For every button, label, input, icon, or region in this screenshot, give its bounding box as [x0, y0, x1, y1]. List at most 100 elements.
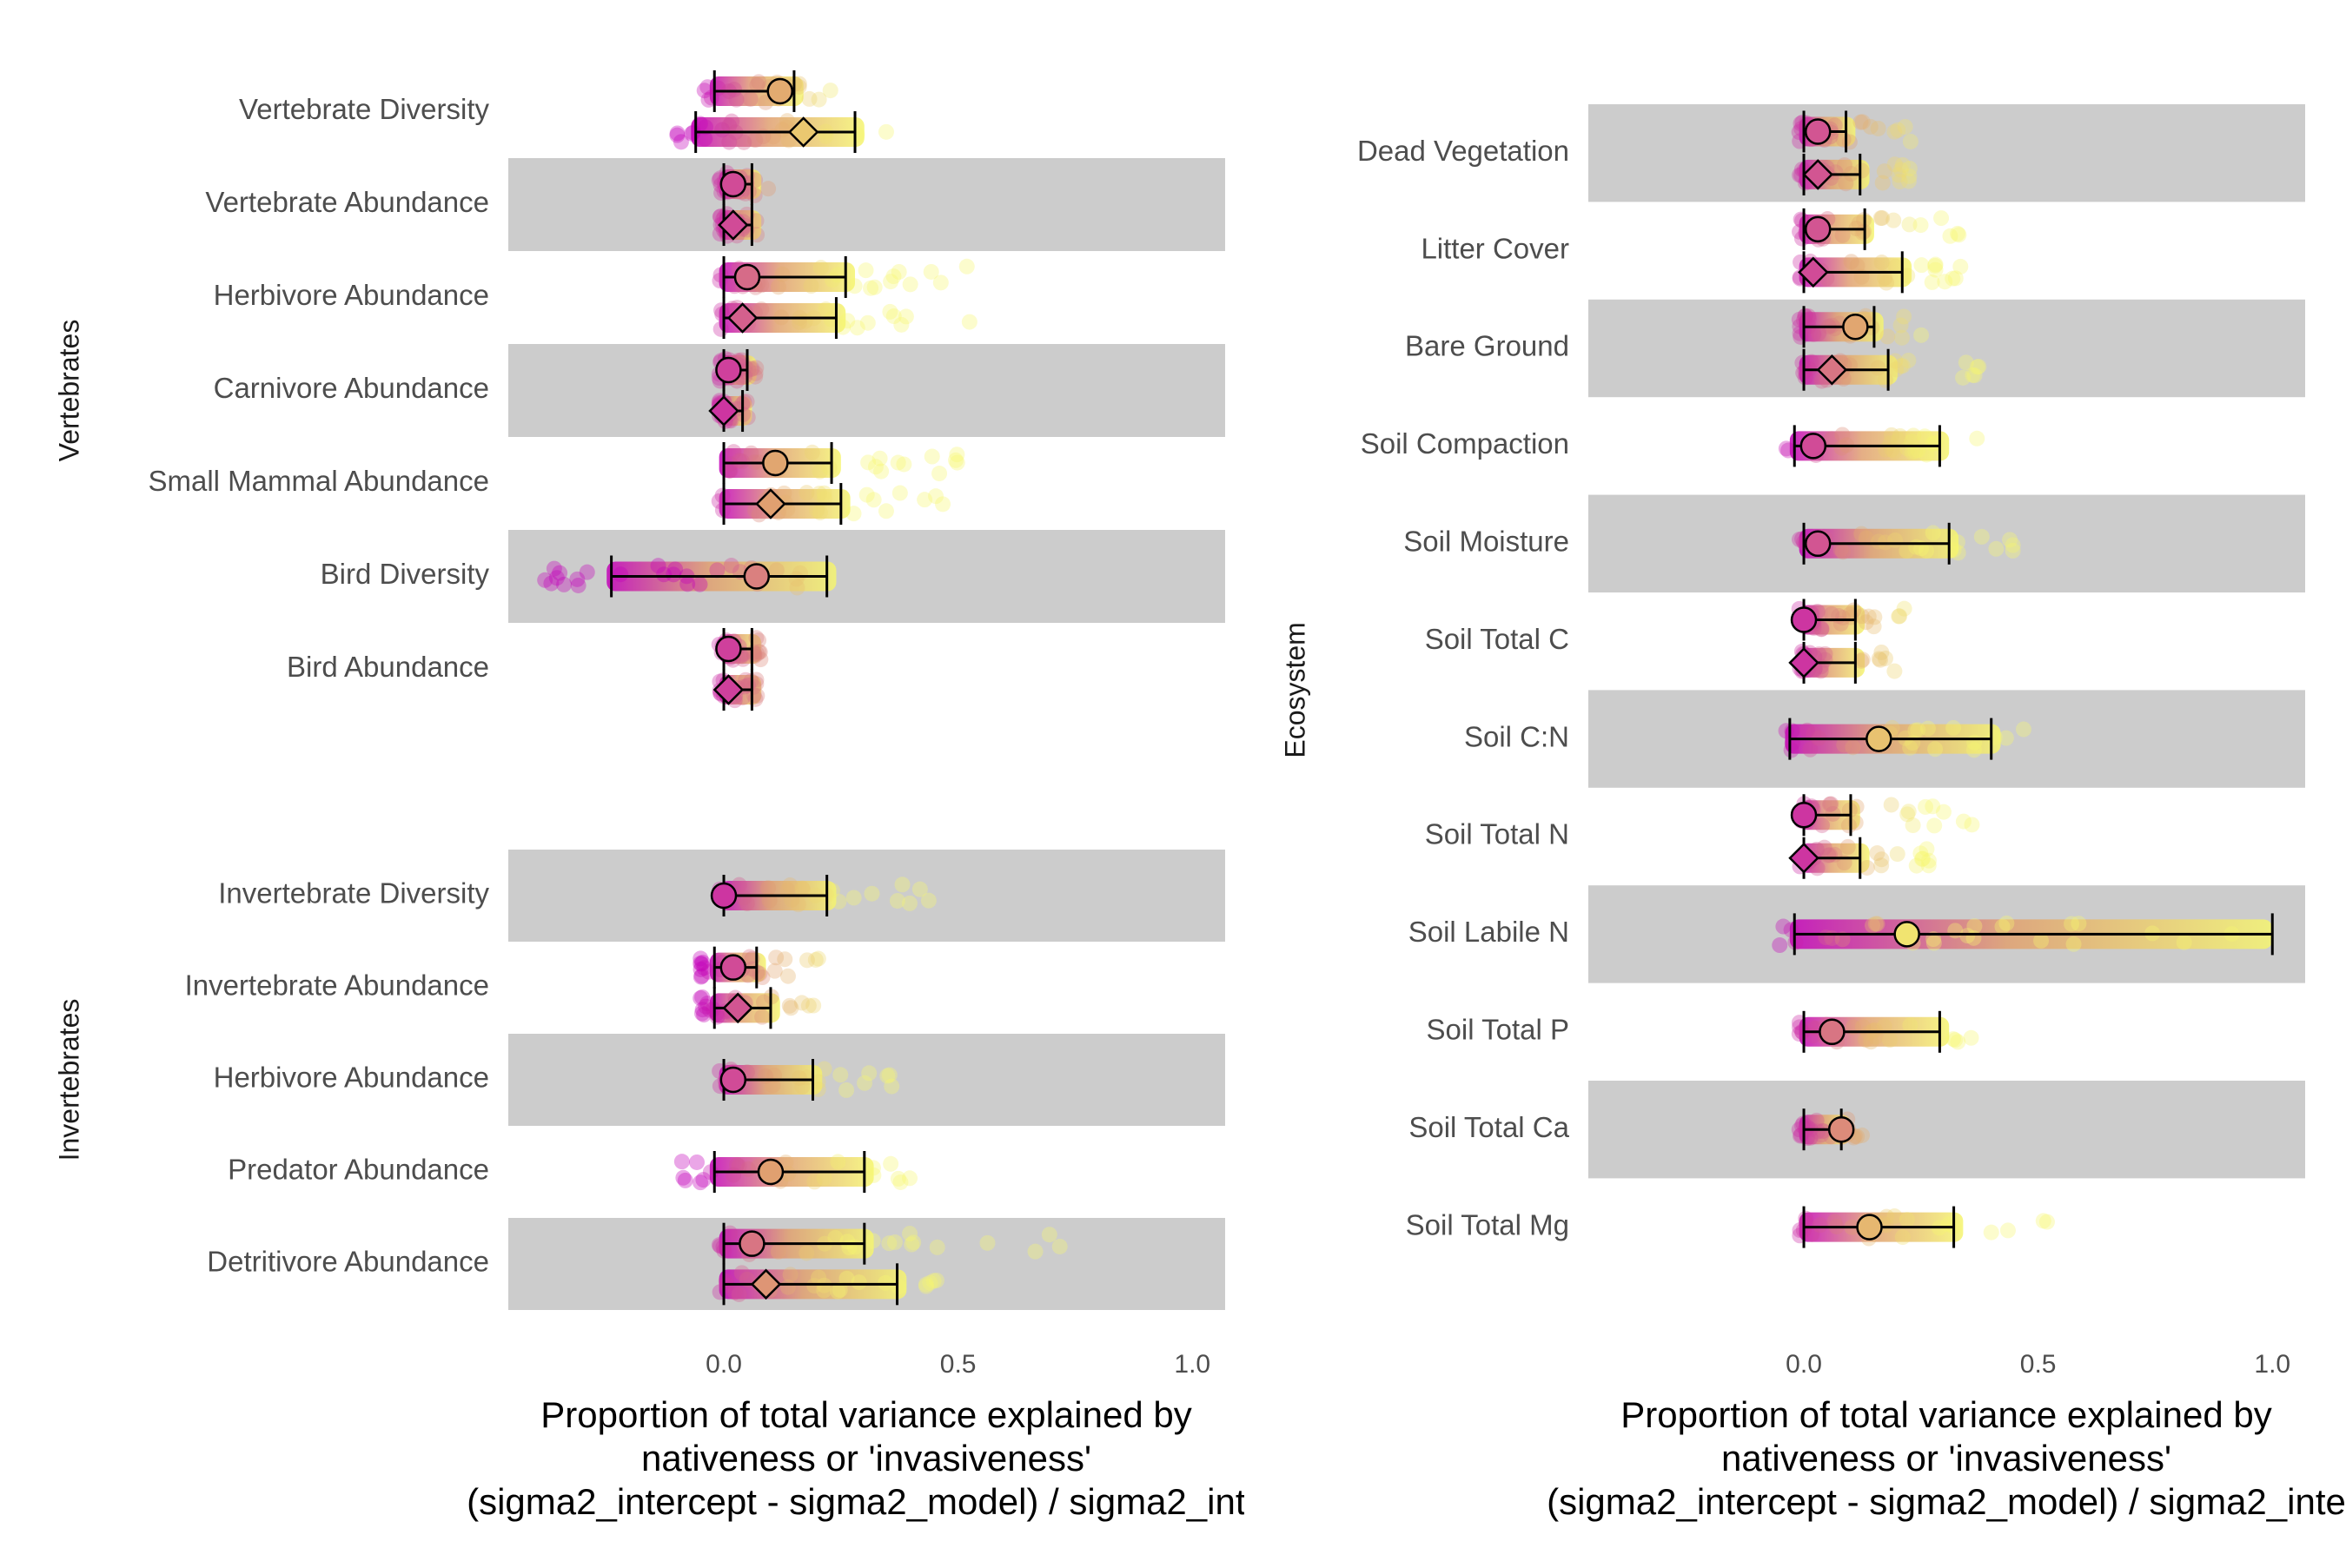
row-band	[508, 158, 1225, 251]
x-tick-label: 0.5	[2020, 1350, 2057, 1379]
estimate-circle	[1791, 110, 1919, 153]
row-band	[508, 850, 1225, 942]
draw-point	[766, 963, 783, 979]
draw-point	[1988, 540, 2005, 557]
draw-point	[1966, 918, 1983, 935]
draw-point	[1887, 258, 1904, 275]
point-estimate-circle	[757, 1158, 785, 1186]
draw-point	[1799, 722, 1815, 738]
draw-point	[700, 963, 717, 980]
draw-point	[1854, 652, 1871, 668]
draw-point	[1854, 114, 1871, 130]
category-label: Bare Ground	[1405, 330, 1569, 362]
draw-point	[758, 1068, 774, 1084]
draw-point	[694, 1002, 711, 1018]
draw-point	[669, 125, 686, 142]
draw-point	[774, 122, 791, 138]
draw-point	[1886, 1208, 1903, 1225]
point-estimate-circle	[715, 635, 742, 663]
category-label: Bird Diversity	[321, 558, 490, 590]
draw-point	[1935, 804, 1952, 820]
draw-point	[1865, 917, 1881, 934]
draw-point	[1892, 162, 1909, 178]
draw-point	[712, 321, 729, 337]
category-label: Herbivore Abundance	[214, 279, 489, 311]
draw-point	[979, 1234, 996, 1251]
estimate-circle	[712, 1059, 900, 1101]
draw-point	[1919, 841, 1935, 857]
draw-point	[1860, 608, 1877, 625]
draw-point	[1896, 308, 1912, 325]
draw-point	[726, 1284, 743, 1300]
draw-point	[666, 566, 682, 583]
draw-point	[751, 74, 767, 90]
draw-point	[1854, 1127, 1871, 1143]
draw-point	[1920, 852, 1937, 869]
draw-point	[669, 127, 686, 143]
draw-point	[1877, 650, 1893, 666]
draw-point	[1899, 806, 1916, 823]
draw-point	[779, 968, 796, 984]
draw-point	[1951, 227, 1967, 243]
draw-point	[838, 1082, 855, 1098]
draw-point	[735, 890, 752, 906]
draw-point	[543, 575, 560, 592]
draw-point	[818, 301, 834, 318]
draw-point	[1817, 645, 1833, 662]
draw-point	[1926, 817, 1943, 834]
draw-point	[1971, 358, 1987, 374]
draw-point	[849, 320, 865, 336]
point-estimate-diamond	[1802, 159, 1833, 190]
draw-point	[1925, 935, 1942, 951]
draw-point	[693, 956, 710, 972]
draw-point	[832, 1067, 849, 1083]
estimate-circle	[1778, 718, 2031, 760]
draw-point	[700, 91, 717, 108]
draw-point	[1824, 317, 1840, 334]
draw-point	[1986, 730, 2003, 746]
draw-point	[742, 90, 759, 107]
draw-point	[1813, 1127, 1830, 1143]
x-axis-title-line: nativeness or 'invasiveness'	[1721, 1438, 2171, 1479]
draw-point	[851, 1274, 867, 1291]
draw-point	[878, 503, 894, 519]
draw-point	[731, 453, 747, 469]
draw-point	[1927, 256, 1944, 273]
point-estimate-diamond	[722, 992, 753, 1024]
point-estimate-circle	[1842, 314, 1869, 341]
row-band	[1588, 299, 2305, 398]
draw-point	[793, 995, 810, 1011]
draw-point	[805, 997, 822, 1014]
draw-point	[1838, 175, 1854, 192]
draw-point	[949, 454, 965, 471]
draw-point	[746, 648, 763, 665]
category-label: Vertebrate Diversity	[239, 93, 489, 125]
draw-point	[656, 566, 673, 583]
draw-point	[697, 130, 713, 147]
draw-point	[1858, 614, 1874, 631]
draw-point	[865, 1167, 882, 1183]
category-label: Soil Total Ca	[1408, 1111, 1569, 1143]
draw-point	[1813, 621, 1830, 638]
draw-point	[1945, 1031, 1961, 1048]
draw-point	[2005, 537, 2021, 553]
draw-point	[1942, 228, 1958, 244]
draw-point	[739, 895, 755, 911]
draw-point	[1858, 1031, 1874, 1048]
draw-point	[1994, 918, 2011, 935]
draw-point	[1908, 857, 1925, 874]
draw-point	[922, 1274, 938, 1291]
draw-point	[1925, 798, 1941, 815]
draw-point	[1964, 817, 1980, 833]
draw-point	[892, 1174, 909, 1190]
draw-point	[779, 113, 796, 129]
draw-point	[873, 463, 890, 480]
estimate-circle	[1791, 1010, 1979, 1053]
x-axis-title-line: Proportion of total variance explained b…	[540, 1394, 1191, 1435]
draw-point	[928, 1272, 944, 1288]
draw-point	[1899, 1212, 1915, 1228]
draw-point	[1866, 619, 1882, 635]
draw-point	[1891, 432, 1907, 448]
draw-point	[768, 562, 785, 579]
row-invertebrate-diversity: Invertebrate Diversity	[218, 850, 1225, 942]
